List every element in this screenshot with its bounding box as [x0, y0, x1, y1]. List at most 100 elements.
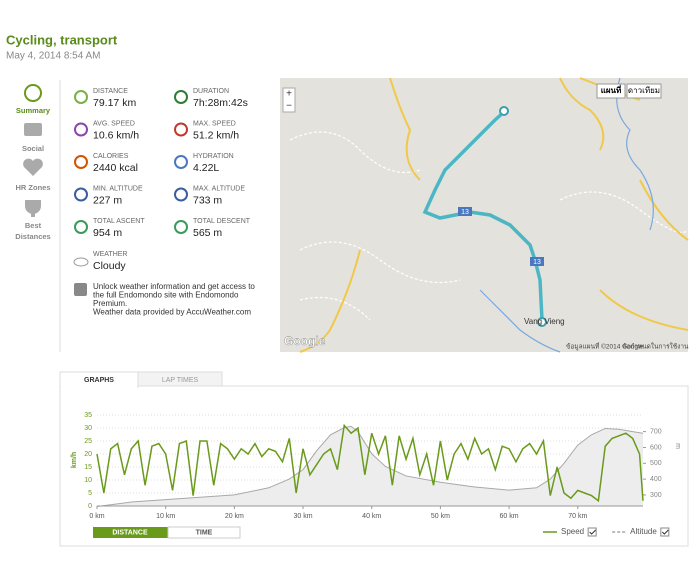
road-shield	[530, 257, 544, 266]
stat-icon	[174, 220, 188, 234]
legend-checkbox[interactable]	[660, 527, 670, 537]
x-tick-label: 0 km	[89, 513, 104, 520]
route-end	[537, 317, 547, 327]
stat-label: AVG. SPEED	[93, 120, 135, 127]
speed-line	[96, 423, 644, 503]
mode-label[interactable]: TIME	[196, 529, 213, 536]
map-road	[299, 77, 689, 353]
map-river	[479, 77, 654, 353]
x-tick-label: 60 km	[500, 513, 519, 520]
stat-value: 7h:28m:42s	[193, 97, 248, 109]
y-tick-label: 10	[84, 477, 92, 484]
y2-tick-label: 500	[650, 460, 662, 467]
mode-label[interactable]: DISTANCE	[112, 529, 148, 536]
stat-value: 733 m	[193, 194, 222, 206]
sidebar-nav	[23, 80, 61, 352]
x-tick-label: 40 km	[362, 513, 381, 520]
y-tick-label: 35	[84, 412, 92, 419]
tab-label[interactable]: GRAPHS	[84, 377, 114, 384]
legend-label: Speed	[561, 527, 584, 536]
x-tick-label: 30 km	[294, 513, 313, 520]
weather-icon	[73, 257, 89, 267]
mode-button[interactable]	[167, 526, 241, 539]
trophy-icon	[25, 200, 41, 217]
weather-label: WEATHER	[93, 251, 127, 258]
zoom-in[interactable]: +	[286, 89, 292, 100]
map: 13 13 Vang Vieng + − แผนที่ ดาวเทียม Goo…	[280, 77, 689, 353]
nav-label[interactable]: Summary	[16, 106, 51, 115]
map-button-label[interactable]: ดาวเทียม	[628, 86, 660, 95]
stat-label: TOTAL DESCENT	[193, 218, 251, 225]
nav-label[interactable]: Social	[22, 144, 44, 153]
y-tick-label: 0	[88, 503, 92, 510]
altitude-line	[96, 425, 644, 507]
social-icon	[24, 123, 42, 136]
stat-value: 954 m	[93, 227, 122, 239]
stat-value: 4.22L	[193, 162, 219, 174]
map-attribution: ข้อมูลแผนที่ ©2014 Google	[566, 342, 644, 351]
x-tick-label: 70 km	[568, 513, 587, 520]
route-start	[499, 106, 509, 116]
nav-label[interactable]: Best	[25, 221, 42, 230]
y2-tick-label: 300	[650, 492, 662, 499]
map-boundary	[289, 131, 689, 321]
mode-button[interactable]	[93, 527, 168, 538]
x-tick-label: 10 km	[156, 513, 175, 520]
legend-check[interactable]	[589, 529, 596, 535]
stat-label: TOTAL ASCENT	[93, 218, 145, 225]
zoom-out[interactable]: −	[286, 101, 292, 112]
stat-icon	[74, 155, 88, 169]
y2-tick-label: 600	[650, 444, 662, 451]
notice-line: Premium.	[93, 299, 127, 308]
zoom-control	[282, 87, 296, 113]
stat-value: 2440 kcal	[93, 162, 138, 174]
map-button[interactable]	[626, 83, 662, 99]
altitude-area	[97, 426, 643, 507]
x-tick-label: 20 km	[225, 513, 244, 520]
town-label: Vang Vieng	[524, 317, 565, 326]
stat-label: MAX. ALTITUDE	[193, 185, 245, 192]
y-tick-label: 5	[88, 490, 92, 497]
stat-icon	[74, 122, 88, 137]
hr-icon	[23, 158, 43, 176]
y2-tick-label: 700	[650, 428, 662, 435]
stat-value: 227 m	[93, 194, 122, 206]
tab[interactable]	[137, 371, 223, 387]
legend-label: Altitude	[630, 527, 657, 536]
stat-value: 79.17 km	[93, 97, 136, 109]
tab-label[interactable]: LAP TIMES	[162, 377, 199, 384]
stat-icon	[74, 187, 88, 202]
notice-line: Weather data provided by AccuWeather.com	[93, 308, 251, 317]
workout-title: Cycling, transport	[6, 32, 118, 47]
stat-label: MIN. ALTITUDE	[93, 185, 143, 192]
x-tick-label: 50 km	[431, 513, 450, 520]
y2-axis-title: m	[674, 443, 681, 449]
legend-checkbox[interactable]	[587, 527, 597, 537]
y-axis-title: km/h	[71, 452, 78, 468]
map-terms[interactable]: ข้อกำหนดในการใช้งาน	[622, 343, 689, 351]
notice-line: Unlock weather information and get acces…	[93, 282, 255, 291]
map-button[interactable]	[596, 83, 626, 99]
stat-icon	[74, 220, 88, 234]
nav-label[interactable]: Distances	[15, 232, 50, 241]
stat-icon	[74, 90, 88, 104]
stat-icon	[174, 155, 188, 169]
stat-icon	[174, 187, 188, 202]
legend-check[interactable]	[661, 529, 669, 535]
y-tick-label: 25	[84, 438, 92, 445]
road-number: 13	[533, 259, 541, 266]
notice-icon	[74, 283, 87, 296]
y-tick-label: 20	[84, 451, 92, 458]
stat-value: 565 m	[193, 227, 222, 239]
nav-label[interactable]: HR Zones	[15, 183, 50, 192]
stat-icon	[174, 90, 188, 104]
y-tick-label: 30	[84, 425, 92, 432]
map-brand: Google	[284, 334, 326, 348]
tab-join	[61, 385, 137, 388]
weather-value: Cloudy	[93, 260, 126, 272]
y2-tick-label: 400	[650, 476, 662, 483]
stat-label: HYDRATION	[193, 153, 234, 160]
map-button-label[interactable]: แผนที่	[601, 84, 622, 95]
